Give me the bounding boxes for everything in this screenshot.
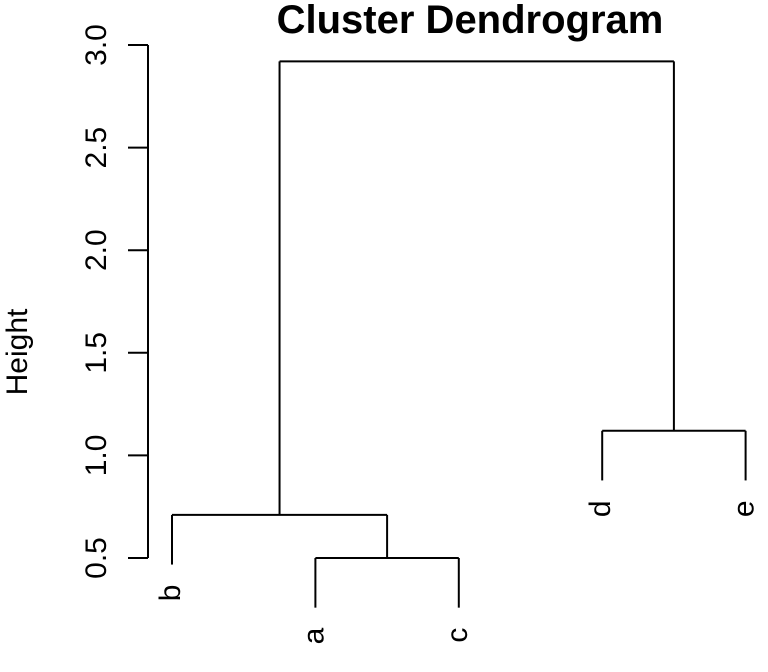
y-axis-tick-label: 2.5 [80, 127, 113, 169]
leaf-label-c: c [441, 628, 474, 643]
y-axis-tick-label: 1.5 [80, 332, 113, 374]
leaf-label-a: a [297, 627, 330, 644]
y-axis: 0.5 1.0 1.5 2.0 2.5 3.0 [80, 24, 149, 579]
y-axis-label: Height [1, 308, 34, 395]
leaf-labels: b a c d e [154, 500, 761, 644]
y-axis-tick-label: 3.0 [80, 24, 113, 66]
leaf-label-e: e [728, 500, 761, 517]
leaf-label-d: d [584, 500, 617, 517]
chart-title: Cluster Dendrogram [277, 0, 664, 42]
dendrogram-tree [171, 60, 747, 608]
leaf-label-b: b [154, 585, 187, 602]
y-axis-tick-label: 2.0 [80, 229, 113, 271]
y-axis-tick-label: 0.5 [80, 537, 113, 579]
y-axis-tick-label: 1.0 [80, 435, 113, 477]
